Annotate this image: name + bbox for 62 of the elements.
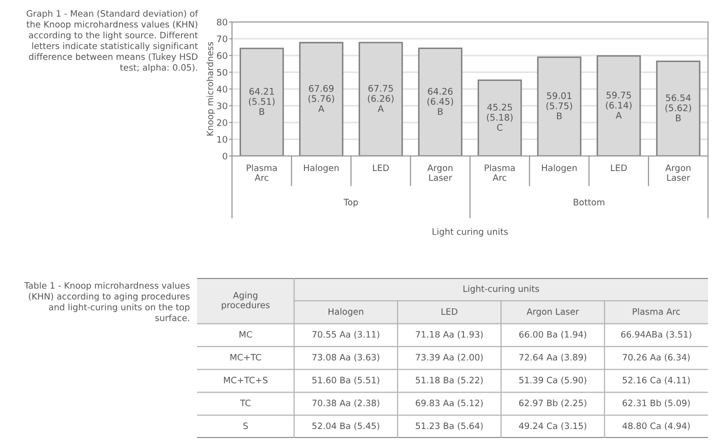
text: Table 1 - Knoop microhardness values (KHN) according to aging procedures and light-curing units on the top surface. bbox=[24, 282, 190, 322]
text: 51.23 Ba (5.64) bbox=[416, 422, 483, 430]
text: 49.24 Ca (3.15) bbox=[519, 422, 586, 430]
text: 70.38 Aa (2.38) bbox=[312, 399, 380, 408]
category-label: Argon Laser bbox=[526, 308, 580, 317]
category-label: TC bbox=[240, 400, 251, 406]
x-tick-label: LED bbox=[611, 164, 627, 171]
y-tick-label: 20 bbox=[217, 119, 228, 126]
text: 51.39 Ca (5.90) bbox=[519, 376, 586, 384]
data-label: 45.25 (5.18) C bbox=[486, 104, 513, 131]
category-label: S bbox=[243, 422, 248, 430]
y-tick-label: 10 bbox=[217, 136, 228, 143]
y-axis-title: Knoop microhardness bbox=[206, 42, 215, 136]
text: 52.16 Ca (4.11) bbox=[622, 376, 690, 384]
text: 69.83 Aa (5.12) bbox=[416, 399, 483, 408]
x-tick-label: Argon Laser bbox=[427, 164, 452, 181]
x-tick-label: Argon Laser bbox=[665, 164, 690, 181]
x-tick-label: Halogen bbox=[304, 164, 339, 173]
text: Graph 1 - Mean (Standard deviation) of the Knoop microhardness values (KHN) according to the light source. Different letters indicate statistically significant difference between means (Tukey HSD test; alpha: 0.05). bbox=[26, 10, 198, 72]
text: 51.60 Ba (5.51) bbox=[312, 376, 380, 384]
y-tick-label: 40 bbox=[216, 86, 228, 93]
category-label: LED bbox=[442, 308, 458, 315]
text: Bottom bbox=[574, 198, 604, 206]
x-tick-label: Halogen bbox=[542, 164, 577, 173]
text: 70.55 Aa (3.11) bbox=[312, 330, 380, 339]
category-label: Halogen bbox=[328, 308, 364, 317]
data-label: 59.75 (6.14) A bbox=[606, 92, 632, 119]
data-label: 67.75 (6.26) A bbox=[368, 84, 394, 112]
text: 66.00 Ba (1.94) bbox=[519, 330, 586, 339]
category-label: Plasma Arc bbox=[632, 308, 680, 315]
x-axis-title: Light curing units bbox=[432, 228, 508, 237]
category-label: MC+TC+S bbox=[224, 376, 268, 384]
data-label: 64.21 (5.51) B bbox=[248, 88, 275, 115]
x-tick-label: Plasma Arc bbox=[246, 164, 277, 181]
text: 71.18 Aa (1.93) bbox=[416, 330, 483, 339]
text: 48.80 Ca (4.94) bbox=[622, 422, 690, 430]
y-tick-label: 60 bbox=[216, 52, 228, 60]
y-tick-label: 0 bbox=[222, 152, 228, 160]
text: 70.26 Aa (6.34) bbox=[622, 354, 690, 362]
y-tick-label: 80 bbox=[216, 18, 228, 26]
x-tick-label: Plasma Arc bbox=[484, 164, 515, 181]
text: 66.94ABa (3.51) bbox=[621, 330, 692, 339]
text: Aging procedures bbox=[222, 292, 270, 310]
data-label: 59.01 (5.75) B bbox=[546, 92, 572, 120]
data-label: 64.26 (6.45) B bbox=[427, 88, 454, 115]
text: 62.97 Bb (2.25) bbox=[519, 399, 586, 408]
text: 51.18 Ba (5.22) bbox=[416, 376, 483, 384]
category-label: MC+TC bbox=[230, 354, 262, 361]
y-tick-label: 50 bbox=[217, 68, 228, 76]
text: Top bbox=[344, 198, 358, 208]
text: 72.64 Aa (3.89) bbox=[519, 354, 586, 362]
text: 62.31 Bb (5.09) bbox=[622, 399, 690, 408]
text: 73.08 Aa (3.63) bbox=[312, 354, 380, 362]
category-label: MC bbox=[240, 331, 252, 338]
data-label: 67.69 (5.76) A bbox=[308, 84, 334, 112]
data-label: 56.54 (5.62) B bbox=[665, 94, 692, 122]
y-tick-label: 70 bbox=[217, 35, 228, 42]
x-tick-label: LED bbox=[373, 164, 389, 171]
text: 73.39 Aa (2.00) bbox=[416, 354, 483, 362]
text: 52.04 Ba (5.45) bbox=[312, 422, 380, 430]
y-tick-label: 30 bbox=[217, 102, 228, 110]
text: Light-curing units bbox=[464, 285, 540, 294]
